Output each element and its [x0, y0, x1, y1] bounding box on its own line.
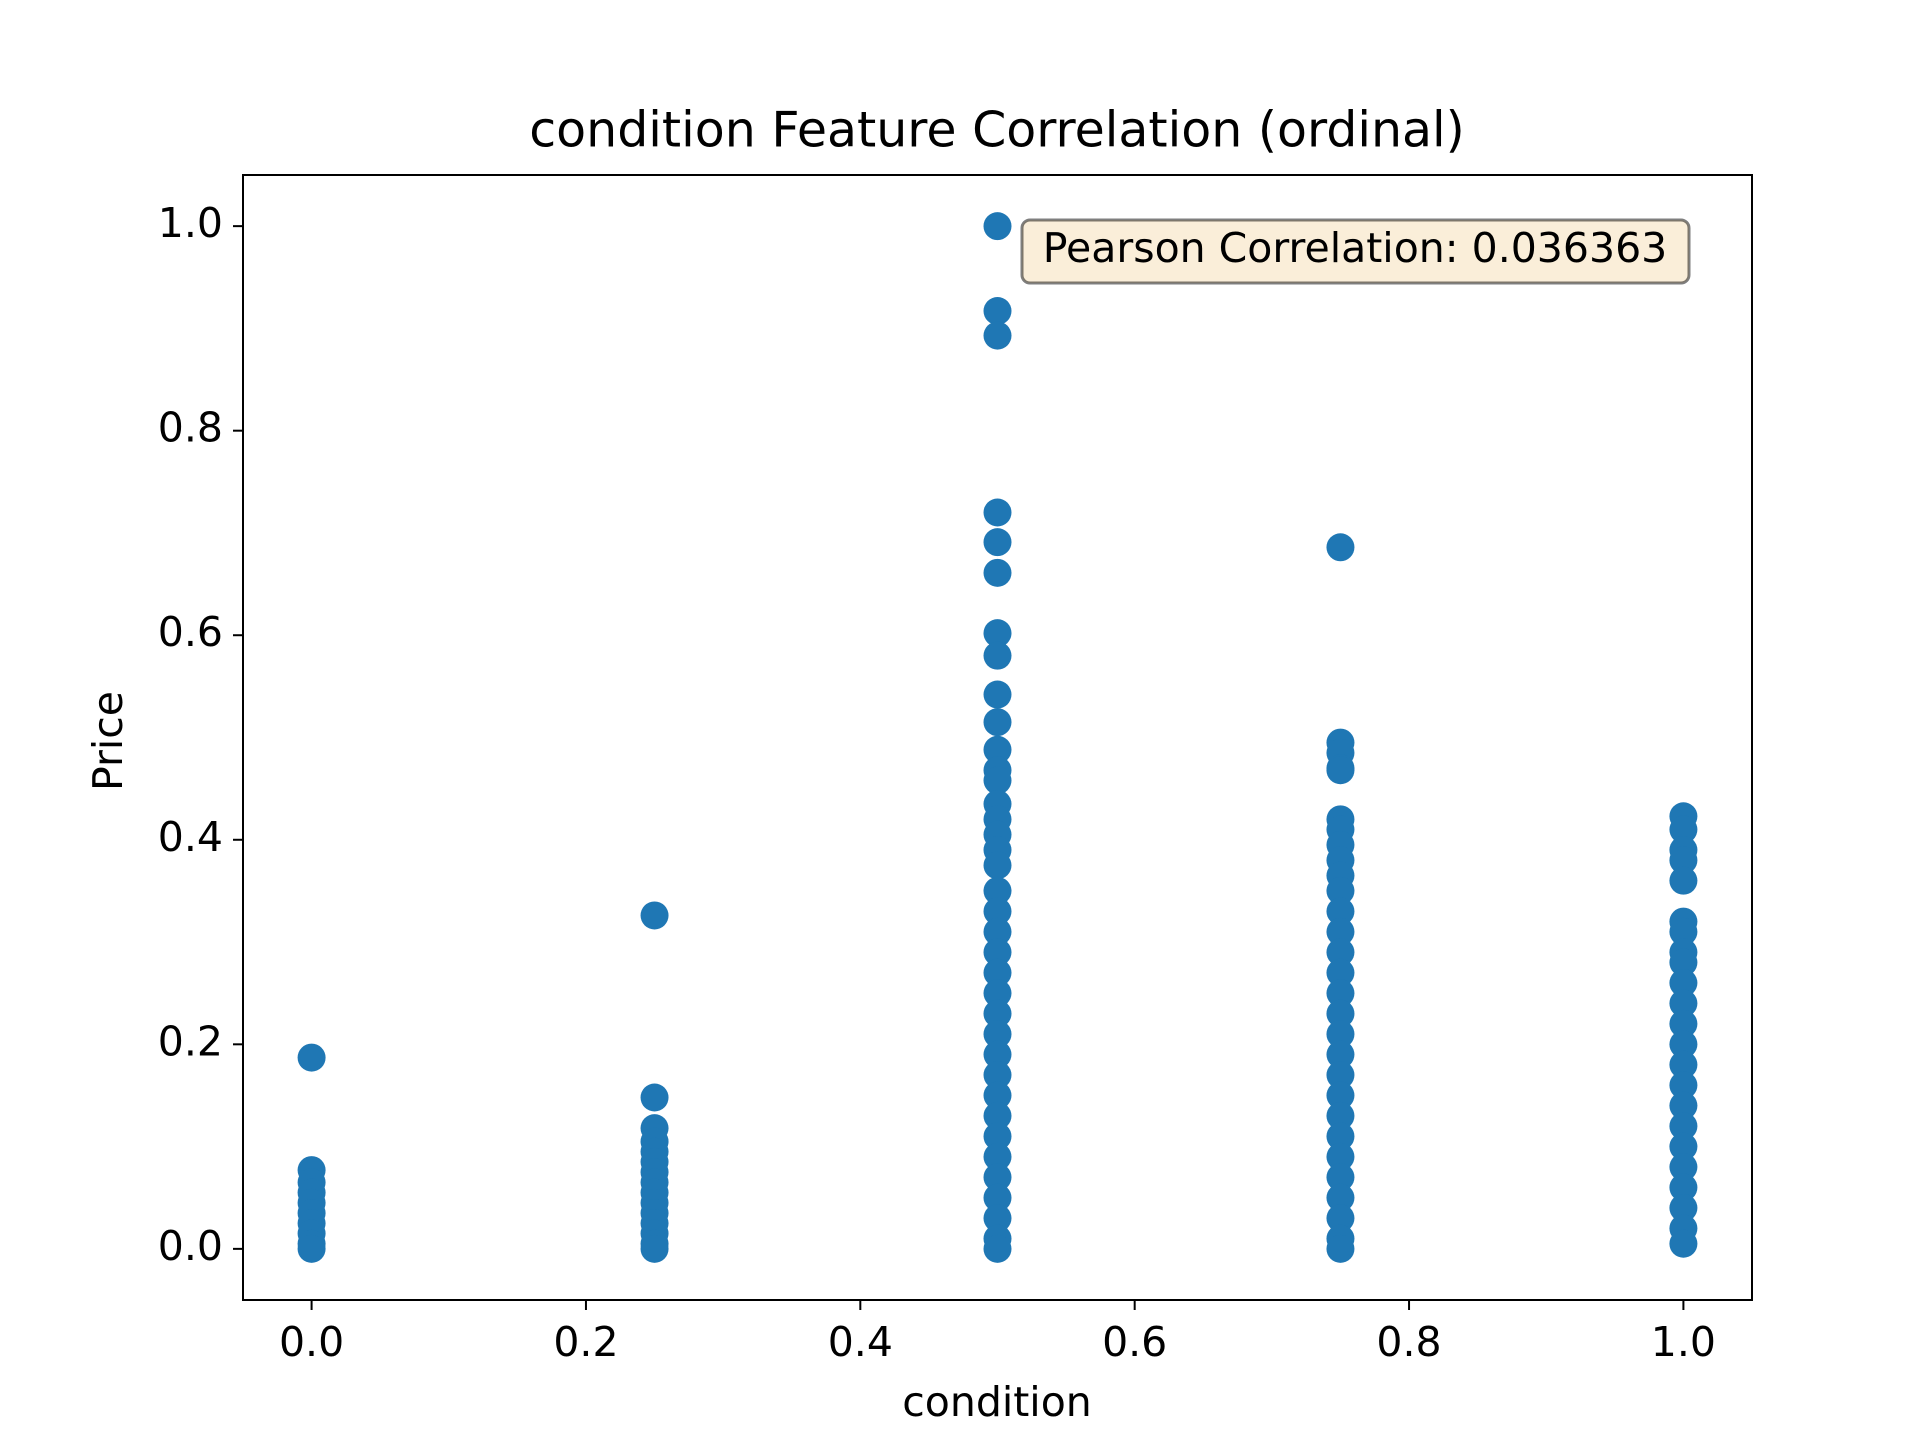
y-axis-label: Price — [84, 691, 132, 791]
y-tick-label: 0.8 — [158, 404, 223, 452]
scatter-point — [1669, 948, 1698, 977]
scatter-point — [1326, 1040, 1355, 1069]
scatter-point — [983, 1122, 1012, 1151]
scatter-point — [1669, 1173, 1698, 1202]
scatter-point — [1669, 1112, 1698, 1141]
scatter-point — [983, 1040, 1012, 1069]
scatter-point — [297, 1043, 326, 1072]
scatter-point — [1326, 938, 1355, 967]
x-tick-label: 0.8 — [1376, 1318, 1441, 1366]
scatter-point — [983, 735, 1012, 764]
scatter-point — [983, 558, 1012, 587]
x-tick-label: 0.2 — [553, 1318, 618, 1366]
scatter-point — [1326, 1163, 1355, 1192]
scatter-point — [1669, 1193, 1698, 1222]
scatter-point — [983, 999, 1012, 1028]
scatter-point — [983, 851, 1012, 880]
scatter-point — [1669, 846, 1698, 875]
scatter-point — [983, 917, 1012, 946]
scatter-point — [1326, 1234, 1355, 1263]
scatter-point — [1669, 1050, 1698, 1079]
scatter-point — [983, 897, 1012, 926]
scatter-point — [983, 1234, 1012, 1263]
scatter-point — [983, 1142, 1012, 1171]
scatter-point — [1326, 958, 1355, 987]
scatter-point — [983, 979, 1012, 1008]
scatter-point — [1326, 1101, 1355, 1130]
x-axis-label: condition — [902, 1378, 1092, 1426]
scatter-point — [983, 876, 1012, 905]
scatter-point — [1326, 1061, 1355, 1089]
scatter-point — [983, 641, 1012, 670]
y-tick-label: 0.0 — [158, 1222, 223, 1270]
scatter-point — [983, 528, 1012, 557]
scatter-point — [1326, 533, 1355, 562]
chart-title: condition Feature Correlation (ordinal) — [529, 102, 1465, 159]
scatter-point — [1326, 897, 1355, 926]
scatter-point — [1669, 917, 1698, 946]
scatter-point — [1326, 999, 1355, 1028]
scatter-point — [983, 619, 1012, 648]
scatter-point — [983, 321, 1012, 350]
scatter-point — [1669, 968, 1698, 997]
scatter-point — [1669, 1132, 1698, 1161]
annotation-box — [1020, 218, 1691, 285]
scatter-point — [1669, 1229, 1698, 1258]
x-tick-label: 0.4 — [828, 1318, 893, 1366]
scatter-point — [1669, 866, 1698, 895]
scatter-point — [640, 1083, 669, 1112]
scatter-point — [983, 498, 1012, 527]
x-tick-label: 0.6 — [1102, 1318, 1167, 1366]
scatter-point — [1326, 1081, 1355, 1110]
scatter-point — [983, 680, 1012, 709]
scatter-point — [1326, 756, 1355, 785]
scatter-point — [1326, 1204, 1355, 1233]
y-tick-label: 0.6 — [158, 608, 223, 656]
scatter-point — [983, 1061, 1012, 1089]
y-tick-label: 0.2 — [158, 1017, 223, 1065]
scatter-point — [983, 1020, 1012, 1049]
scatter-point — [1669, 1153, 1698, 1182]
scatter-point — [1326, 917, 1355, 946]
scatter-point — [1326, 1183, 1355, 1212]
scatter-point — [983, 1081, 1012, 1110]
x-tick-label: 1.0 — [1651, 1318, 1716, 1366]
scatter-point — [640, 901, 669, 930]
plot-frame — [242, 174, 1753, 1301]
scatter-point — [1669, 989, 1698, 1018]
scatter-point — [983, 1101, 1012, 1130]
scatter-point — [983, 766, 1012, 795]
scatter-point — [1669, 1071, 1698, 1100]
scatter-point — [983, 958, 1012, 987]
scatter-point — [983, 1204, 1012, 1233]
scatter-point — [983, 212, 1012, 241]
scatter-point — [1669, 1009, 1698, 1038]
scatter-point — [1326, 1142, 1355, 1171]
y-tick-label: 0.4 — [158, 813, 223, 861]
scatter-point — [1669, 1030, 1698, 1059]
scatter-point — [1326, 876, 1355, 905]
scatter-point — [983, 938, 1012, 967]
scatter-point — [1326, 979, 1355, 1008]
scatter-point — [297, 1234, 326, 1263]
scatter-point — [1669, 1091, 1698, 1120]
scatter-point — [1669, 815, 1698, 844]
scatter-point — [640, 1234, 669, 1263]
scatter-point — [983, 1183, 1012, 1212]
x-tick-label: 0.0 — [279, 1318, 344, 1366]
scatter-point — [983, 708, 1012, 737]
scatter-point — [983, 297, 1012, 326]
scatter-point — [983, 1163, 1012, 1192]
annotation-text: Pearson Correlation: 0.036363 — [1043, 224, 1668, 272]
scatter-point — [1326, 1122, 1355, 1151]
y-tick-label: 1.0 — [158, 199, 223, 247]
scatter-point — [1326, 1020, 1355, 1049]
